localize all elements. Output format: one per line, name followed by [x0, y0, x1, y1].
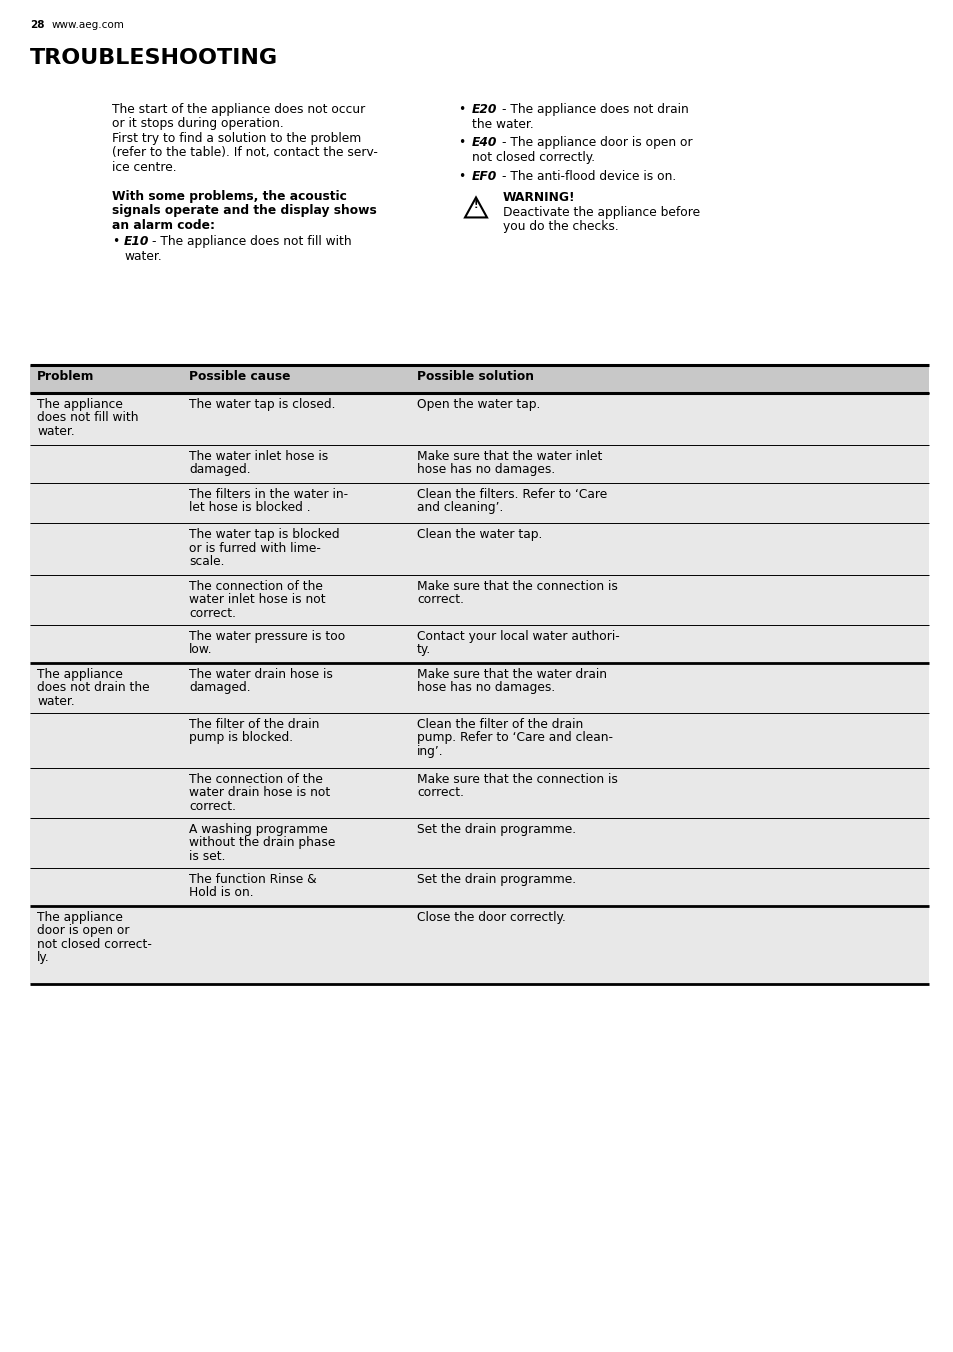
Text: - The appliance does not fill with: - The appliance does not fill with: [152, 235, 352, 249]
Text: water.: water.: [124, 250, 162, 264]
Text: Contact your local water authori-: Contact your local water authori-: [416, 630, 619, 644]
Text: Clean the filter of the drain: Clean the filter of the drain: [416, 718, 582, 731]
Text: Set the drain programme.: Set the drain programme.: [416, 873, 576, 886]
Text: water drain hose is not: water drain hose is not: [189, 787, 330, 799]
Text: The water tap is closed.: The water tap is closed.: [189, 397, 335, 411]
Text: The connection of the: The connection of the: [189, 580, 322, 594]
Text: without the drain phase: without the drain phase: [189, 837, 335, 849]
Text: or is furred with lime-: or is furred with lime-: [189, 542, 320, 554]
Text: •: •: [457, 103, 465, 116]
Text: door is open or: door is open or: [37, 925, 130, 937]
Text: The water pressure is too: The water pressure is too: [189, 630, 345, 644]
Text: damaged.: damaged.: [189, 681, 251, 695]
Text: E10: E10: [124, 235, 150, 249]
Text: Clean the water tap.: Clean the water tap.: [416, 529, 542, 541]
Text: water.: water.: [37, 425, 74, 438]
Text: low.: low.: [189, 644, 213, 657]
Text: is set.: is set.: [189, 850, 225, 863]
Text: WARNING!: WARNING!: [502, 192, 575, 204]
Text: A washing programme: A washing programme: [189, 823, 328, 836]
Text: - The appliance does not drain: - The appliance does not drain: [501, 103, 688, 116]
Text: The appliance: The appliance: [37, 911, 123, 923]
Text: Problem: Problem: [37, 370, 94, 383]
Text: The filters in the water in-: The filters in the water in-: [189, 488, 348, 502]
Text: you do the checks.: you do the checks.: [502, 220, 618, 234]
Text: ly.: ly.: [37, 952, 50, 964]
Text: does not drain the: does not drain the: [37, 681, 150, 695]
Text: signals operate and the display shows: signals operate and the display shows: [112, 204, 376, 218]
Text: ice centre.: ice centre.: [112, 161, 176, 174]
Text: let hose is blocked .: let hose is blocked .: [189, 502, 311, 515]
Text: The water inlet hose is: The water inlet hose is: [189, 450, 328, 462]
Text: (refer to the table). If not, contact the serv-: (refer to the table). If not, contact th…: [112, 146, 377, 160]
Text: hose has no damages.: hose has no damages.: [416, 464, 555, 476]
Text: With some problems, the acoustic: With some problems, the acoustic: [112, 191, 347, 203]
Bar: [30, 365, 928, 984]
Text: correct.: correct.: [189, 607, 235, 621]
Text: !: !: [474, 200, 477, 211]
Text: Possible solution: Possible solution: [416, 370, 534, 383]
Text: - The appliance door is open or: - The appliance door is open or: [501, 137, 692, 149]
Text: The water drain hose is: The water drain hose is: [189, 668, 333, 681]
Text: Make sure that the connection is: Make sure that the connection is: [416, 580, 618, 594]
Text: or it stops during operation.: or it stops during operation.: [112, 118, 283, 131]
Text: Set the drain programme.: Set the drain programme.: [416, 823, 576, 836]
Text: water.: water.: [37, 695, 74, 708]
Text: Open the water tap.: Open the water tap.: [416, 397, 539, 411]
Text: E20: E20: [472, 103, 497, 116]
Text: Possible cause: Possible cause: [189, 370, 291, 383]
Text: the water.: the water.: [472, 118, 533, 131]
Text: Clean the filters. Refer to ‘Care: Clean the filters. Refer to ‘Care: [416, 488, 607, 502]
Text: 28: 28: [30, 20, 45, 30]
Text: •: •: [112, 235, 119, 249]
Text: hose has no damages.: hose has no damages.: [416, 681, 555, 695]
Text: Make sure that the water inlet: Make sure that the water inlet: [416, 450, 601, 462]
Text: E40: E40: [472, 137, 497, 149]
Text: correct.: correct.: [416, 594, 463, 607]
Text: •: •: [457, 170, 465, 183]
Text: The connection of the: The connection of the: [189, 773, 322, 786]
Text: Make sure that the connection is: Make sure that the connection is: [416, 773, 618, 786]
Text: an alarm code:: an alarm code:: [112, 219, 214, 233]
Text: pump is blocked.: pump is blocked.: [189, 731, 293, 745]
Text: The appliance: The appliance: [37, 668, 123, 681]
Text: ing’.: ing’.: [416, 745, 443, 758]
Text: www.aeg.com: www.aeg.com: [52, 20, 125, 30]
Text: TROUBLESHOOTING: TROUBLESHOOTING: [30, 49, 278, 68]
Text: damaged.: damaged.: [189, 464, 251, 476]
Text: First try to find a solution to the problem: First try to find a solution to the prob…: [112, 132, 361, 145]
Text: pump. Refer to ‘Care and clean-: pump. Refer to ‘Care and clean-: [416, 731, 613, 745]
Text: Deactivate the appliance before: Deactivate the appliance before: [502, 206, 700, 219]
Text: Hold is on.: Hold is on.: [189, 887, 253, 899]
Text: scale.: scale.: [189, 556, 224, 568]
Text: The appliance: The appliance: [37, 397, 123, 411]
Text: - The anti-flood device is on.: - The anti-flood device is on.: [501, 170, 676, 183]
Text: correct.: correct.: [189, 800, 235, 813]
Text: water inlet hose is not: water inlet hose is not: [189, 594, 325, 607]
Text: correct.: correct.: [416, 787, 463, 799]
Text: not closed correctly.: not closed correctly.: [472, 151, 595, 164]
Text: ty.: ty.: [416, 644, 431, 657]
Text: Make sure that the water drain: Make sure that the water drain: [416, 668, 606, 681]
Text: does not fill with: does not fill with: [37, 411, 138, 425]
Text: Close the door correctly.: Close the door correctly.: [416, 911, 565, 923]
Bar: [30, 365, 928, 393]
Text: The start of the appliance does not occur: The start of the appliance does not occu…: [112, 103, 365, 116]
Text: EF0: EF0: [472, 170, 497, 183]
Text: not closed correct-: not closed correct-: [37, 938, 152, 950]
Text: The water tap is blocked: The water tap is blocked: [189, 529, 339, 541]
Text: The filter of the drain: The filter of the drain: [189, 718, 319, 731]
Text: •: •: [457, 137, 465, 149]
Text: and cleaning’.: and cleaning’.: [416, 502, 503, 515]
Text: The function Rinse &: The function Rinse &: [189, 873, 316, 886]
